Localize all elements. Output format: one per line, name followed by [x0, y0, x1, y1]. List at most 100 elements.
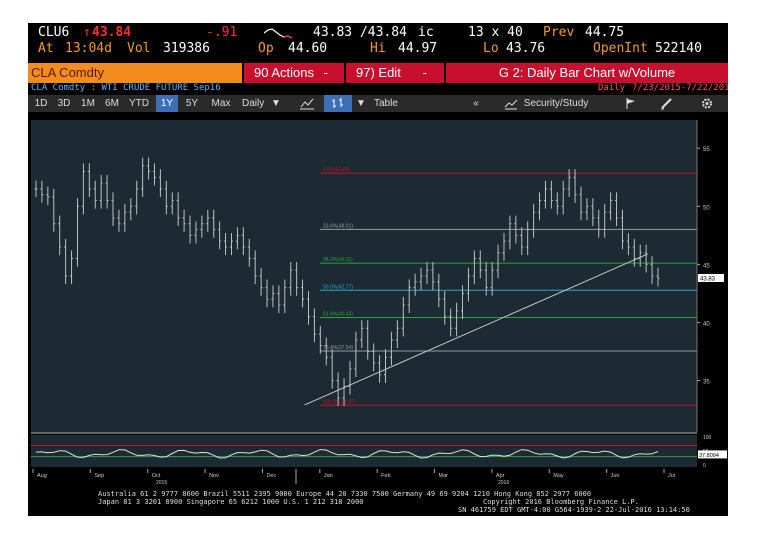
oscillator-tick-label: 100 — [703, 435, 712, 441]
low-value: 43.76 — [506, 41, 546, 56]
range-ytd[interactable]: YTD — [129, 98, 149, 109]
edit-pencil-icon[interactable] — [660, 95, 674, 112]
oscillator-value-tag-bg — [698, 450, 727, 459]
openint-value: 522140 — [655, 41, 702, 56]
edit-menu[interactable]: 97) Edit - — [346, 63, 444, 83]
fib-level-label: 50.0%(42.77) — [323, 284, 353, 290]
range-3d[interactable]: 3D — [57, 98, 71, 109]
year-label: 2015 — [156, 480, 167, 486]
y-tick-label: 50 — [703, 205, 710, 211]
oscillator-line — [35, 449, 659, 459]
high-label: Hi — [370, 41, 386, 56]
function-bar: CLA Comdty 90 Actions - 97) Edit - G 2: … — [28, 63, 728, 83]
x-tick-label: Jul — [668, 473, 675, 479]
last-price-tag: 43.83 — [700, 276, 716, 282]
footer-session: SN 461759 EDT GMT-4:00 G564-1939-2 22-Ju… — [458, 506, 690, 514]
x-tick-label: Apr — [496, 473, 505, 479]
bid-ask: 43.83 /43.84 — [313, 25, 407, 40]
sparkline-icon — [264, 28, 292, 39]
net-change: -.91 — [206, 25, 238, 40]
x-tick-label: Feb — [381, 473, 390, 479]
function-title: G 2: Daily Bar Chart w/Volume — [446, 63, 728, 83]
edit-label: 97) Edit — [356, 65, 401, 80]
volume-value: 319386 — [163, 41, 210, 56]
chart-toolbar: 1D 3D 1M 6M YTD 1Y 5Y Max Daily ▼ ▼ Tabl… — [28, 95, 728, 112]
frequency-label: Daily — [242, 98, 265, 109]
quote-row-2: At 13:04d Vol 319386 Op 44.60 Hi 44.97 L… — [28, 41, 728, 57]
fib-level-label: 76.4%(37.54) — [323, 345, 353, 351]
footer: Australia 61 2 9777 8600 Brazil 5511 239… — [28, 490, 728, 514]
x-tick-label: Oct — [152, 473, 161, 479]
quote-size: 13 x 40 — [468, 25, 523, 40]
fib-level-label: 38.2%(45.11) — [323, 257, 353, 263]
fib-level-label: 0.0%(52.86) — [323, 167, 351, 173]
down-arrow-icon: ↑ — [83, 25, 91, 40]
x-tick-label: Mar — [439, 473, 449, 479]
back-button[interactable]: « — [473, 98, 479, 109]
y-tick-label: 40 — [703, 321, 710, 327]
line-chart-icon[interactable] — [299, 95, 317, 112]
actions-label: 90 Actions — [254, 65, 314, 80]
y-tick-label: 55 — [703, 147, 710, 153]
range-1y[interactable]: 1Y — [156, 95, 178, 112]
range-6m[interactable]: 6M — [105, 98, 119, 109]
date-range: 7/23/2015-7/22/2016 — [632, 83, 728, 93]
fib-level-label: 100.0%(32.87) — [323, 399, 356, 405]
gear-icon[interactable] — [700, 95, 714, 112]
range-1d[interactable]: 1D — [34, 98, 48, 109]
prev-close: 44.75 — [585, 25, 625, 40]
flag-icon[interactable] — [624, 95, 638, 112]
price-chart[interactable]: 0.0%(52.86) 23.6%(48.01) 38.2%(45.11) 50.0%… — [28, 113, 728, 516]
openint-label: OpenInt — [593, 41, 648, 56]
footer-contact-line-2: Japan 81 3 3201 8900 Singapore 65 6212 1… — [98, 498, 364, 506]
bloomberg-terminal: CLU6 ↑ 43.84 -.91 43.83 /43.84 ic 13 x 4… — [28, 23, 728, 516]
range-max[interactable]: Max — [211, 98, 231, 109]
x-tick-label: Nov — [209, 473, 219, 479]
bid-ask-suffix: ic — [418, 25, 434, 40]
quote-time: 13:04d — [65, 41, 112, 56]
last-price-tag-bg — [698, 273, 724, 282]
oscillator-panel — [31, 435, 697, 467]
low-label: Lo — [483, 41, 499, 56]
x-tick-label: Jun — [611, 473, 620, 479]
fib-level-label: 23.6%(48.01) — [323, 223, 353, 229]
y-tick-label: 35 — [703, 380, 710, 386]
footer-contact-line: Australia 61 2 9777 8600 Brazil 5511 239… — [98, 490, 592, 498]
ticker-symbol[interactable]: CLU6 — [38, 25, 70, 40]
open-value: 44.60 — [288, 41, 328, 56]
open-label: Op — [258, 41, 274, 56]
period-label: Daily — [598, 83, 626, 93]
frequency-select[interactable]: Daily ▼ — [242, 95, 281, 112]
last-price: 43.84 — [92, 25, 132, 40]
edit-dropdown-icon: - — [422, 65, 427, 80]
main-panel — [31, 120, 697, 432]
fib-level-label: 61.8%(40.43) — [323, 311, 353, 317]
year-label: 2016 — [498, 480, 509, 486]
footer-copyright: Copyright 2016 Bloomberg Finance L.P. — [483, 498, 639, 506]
bar-chart-icon[interactable] — [324, 95, 352, 112]
x-tick-label: Sep — [94, 473, 104, 479]
range-1m[interactable]: 1M — [81, 98, 95, 109]
x-tick-label: Jan — [324, 473, 333, 479]
security-description: CLA Comdty : WTI CRUDE FUTURE Sep16 — [31, 83, 221, 93]
trendline — [304, 253, 649, 406]
security-study-label: Security/Study — [523, 98, 589, 109]
x-axis-bg — [31, 469, 697, 480]
x-tick-label: May — [553, 473, 564, 479]
quote-row-1: CLU6 ↑ 43.84 -.91 43.83 /43.84 ic 13 x 4… — [28, 25, 728, 41]
description-row: CLA Comdty : WTI CRUDE FUTURE Sep16 Dail… — [28, 83, 728, 94]
high-value: 44.97 — [398, 41, 438, 56]
security-input[interactable]: CLA Comdty — [28, 63, 242, 83]
table-button[interactable]: Table — [374, 98, 398, 109]
at-label: At — [38, 41, 54, 56]
oscillator-value-tag: 37.8094 — [699, 453, 719, 459]
chart-type-dropdown-icon[interactable]: ▼ — [356, 98, 366, 109]
oscillator-tick-label: 0 — [703, 463, 706, 469]
security-study-button[interactable]: Security/Study — [504, 95, 588, 112]
x-tick-label: Dec — [266, 473, 276, 479]
range-5y[interactable]: 5Y — [185, 98, 199, 109]
vol-label: Vol — [127, 41, 151, 56]
actions-menu[interactable]: 90 Actions - — [244, 63, 344, 83]
x-tick-label: Aug — [37, 473, 47, 479]
actions-dropdown-icon: - — [323, 65, 328, 80]
